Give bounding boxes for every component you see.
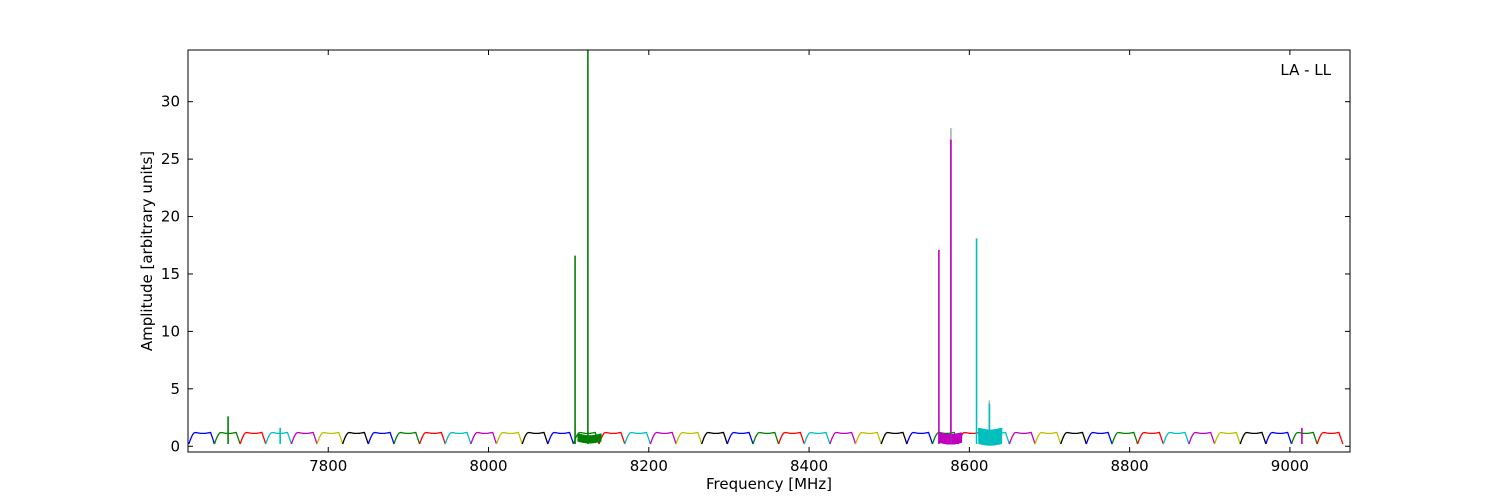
band-curve (239, 431, 267, 445)
x-tick-label: 8200 (630, 457, 668, 475)
band-curve (367, 431, 395, 445)
band-curve (393, 431, 421, 445)
plot-frame (187, 49, 1351, 453)
y-tick-label: 25 (161, 150, 180, 168)
band-curve (880, 431, 908, 445)
band-curve (649, 431, 677, 445)
x-tick-label: 8000 (469, 457, 507, 475)
band-curve (829, 431, 857, 445)
y-tick-label: 20 (161, 208, 180, 226)
x-tick-label: 8800 (1111, 457, 1149, 475)
band-curve (495, 431, 523, 445)
band-curve (803, 431, 831, 445)
band-curve (1188, 431, 1216, 445)
band-curve (1111, 431, 1139, 445)
band-curve (701, 431, 728, 445)
band-curve (1085, 431, 1113, 445)
x-tick-label: 7800 (309, 457, 347, 475)
band-curve (1316, 431, 1344, 445)
x-axis: 7800 8000 8200 8400 8600 8800 9000 (309, 50, 1309, 475)
noisy-region (978, 427, 1003, 446)
band-curve (418, 431, 446, 445)
y-tick-label: 0 (170, 437, 180, 455)
band-curve (547, 431, 575, 445)
band-curve (854, 431, 882, 445)
y-tick-label: 15 (161, 265, 180, 283)
band-curve (1265, 431, 1293, 445)
band-curve (290, 431, 318, 445)
y-tick-label: 5 (170, 380, 180, 398)
y-axis: 0 5 10 15 20 25 30 (161, 93, 1350, 455)
band-curve (316, 431, 344, 445)
y-axis-label: Amplitude [arbitrary units] (138, 151, 156, 351)
band-curve (931, 431, 959, 445)
band-curve (1290, 431, 1318, 445)
band-curve (598, 431, 626, 445)
band-curve (752, 431, 780, 445)
noisy-region (577, 433, 602, 444)
x-tick-label: 8600 (950, 457, 988, 475)
band-curve (265, 431, 293, 445)
band-curve (1239, 431, 1267, 445)
band-curve (470, 431, 498, 445)
band-curve (777, 431, 805, 445)
band-curve (342, 431, 369, 445)
band-curve (1060, 431, 1087, 445)
band-curve (906, 431, 934, 445)
y-tick-label: 10 (161, 322, 180, 340)
band-curve (521, 431, 549, 445)
series-layer (188, 50, 1344, 446)
band-curve (1213, 431, 1241, 445)
band-curve (1034, 431, 1062, 445)
band-curve (188, 431, 216, 445)
band-curve (726, 431, 754, 445)
plot-annotation: LA - LL (1280, 61, 1331, 79)
x-axis-label: Frequency [MHz] (706, 475, 832, 493)
band-curve (1162, 431, 1190, 445)
y-tick-label: 30 (161, 93, 180, 111)
band-curve (1136, 431, 1164, 445)
x-tick-label: 8400 (790, 457, 828, 475)
band-curve (675, 431, 703, 445)
band-curve (1008, 431, 1036, 445)
band-curve (624, 431, 652, 445)
band-curve (444, 431, 472, 445)
x-tick-label: 9000 (1271, 457, 1309, 475)
